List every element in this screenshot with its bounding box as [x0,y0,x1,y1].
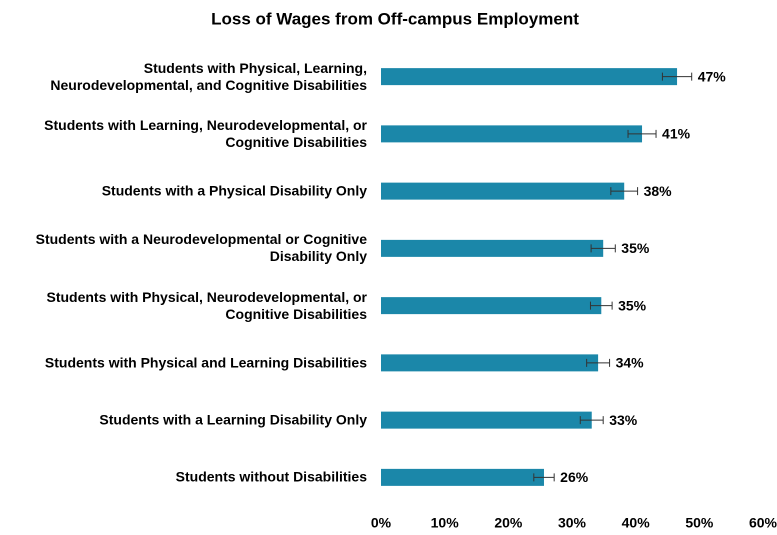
bar [381,68,678,86]
bar [381,125,643,143]
x-tick-label: 40% [622,515,651,531]
y-tick-label: Students with Physical and Learning Disa… [44,354,367,371]
bar [381,411,592,429]
bar [381,297,602,315]
y-tick-label: Students with a Neurodevelopmental or Co… [35,231,367,265]
error-bar [610,187,639,196]
y-tick-label: Students with a Learning Disability Only [99,411,367,428]
error-bar [533,473,555,482]
error-bar [661,72,693,81]
data-label: 41% [662,126,691,142]
data-label: 26% [560,469,589,485]
y-tick-label: Students with Physical, Learning, Neurod… [50,59,367,93]
y-tick-label: Students with Physical, Neurodevelopment… [46,288,367,322]
data-label: 34% [616,355,645,371]
error-bar [586,358,611,367]
x-tick-label: 0% [371,515,392,531]
error-bar [589,301,613,310]
bar [381,354,599,372]
data-label: 47% [698,68,727,84]
x-tick-label: 20% [494,515,523,531]
y-tick-label: Students with a Physical Disability Only [101,182,367,199]
bar [381,239,604,257]
bar [381,182,625,200]
y-tick-label: Students without Disabilities [175,468,367,485]
error-bar [579,416,604,425]
data-label: 33% [609,412,638,428]
data-label: 38% [644,183,673,199]
error-bar [590,244,616,253]
x-tick-label: 60% [749,515,777,531]
chart-title: Loss of Wages from Off-campus Employment [211,9,579,28]
y-tick-label: Students with Learning, Neurodevelopment… [44,116,367,150]
data-label: 35% [621,240,650,256]
bar [381,468,544,486]
x-tick-label: 50% [685,515,714,531]
error-bar [627,129,657,138]
x-tick-label: 30% [558,515,587,531]
data-label: 35% [618,297,647,313]
x-tick-label: 10% [431,515,460,531]
